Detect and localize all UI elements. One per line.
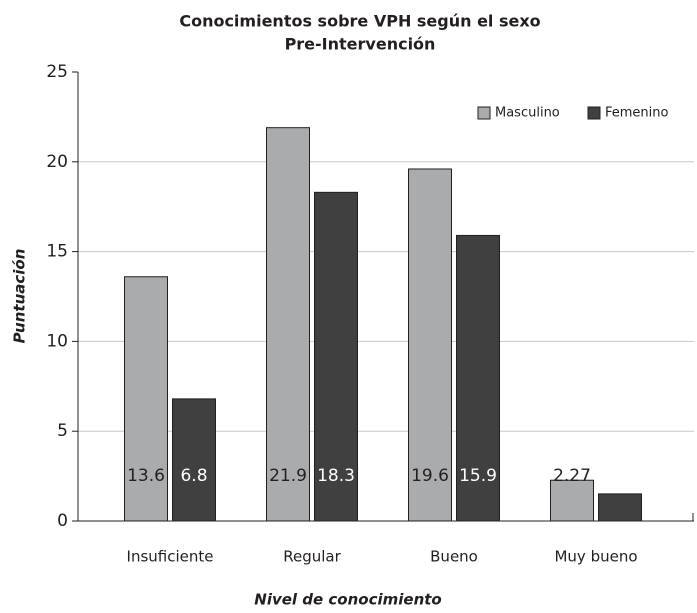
data-label: 13.6 <box>127 466 165 486</box>
bar <box>456 234 500 522</box>
data-label: 1.51 <box>601 466 639 486</box>
x-tick-label: Bueno <box>430 548 478 566</box>
y-tick-label: 15 <box>46 242 68 262</box>
y-tick-label: 5 <box>57 421 68 441</box>
legend-swatch <box>477 106 491 120</box>
bar <box>124 276 168 522</box>
bar <box>550 479 594 522</box>
bar <box>172 398 216 522</box>
y-tick-label: 0 <box>57 511 68 531</box>
bar <box>408 168 452 522</box>
x-tick-label: Insuficiente <box>127 548 214 566</box>
data-label: 19.6 <box>411 466 449 486</box>
bar <box>598 493 642 522</box>
chart-subtitle: Pre-Intervención <box>285 35 436 54</box>
chart-title: Conocimientos sobre VPH según el sexo <box>179 12 540 31</box>
legend-label: Masculino <box>495 106 560 121</box>
x-tick-label: Regular <box>283 548 341 566</box>
data-label: 2.27 <box>553 466 591 486</box>
x-axis-label: Nivel de conocimiento <box>254 591 441 609</box>
bar <box>266 127 310 522</box>
legend-swatch <box>587 106 601 120</box>
data-label: 6.8 <box>180 466 207 486</box>
data-label: 15.9 <box>459 466 497 486</box>
y-tick-label: 20 <box>46 152 68 172</box>
y-tick-label: 25 <box>46 62 68 82</box>
bar <box>314 191 358 522</box>
data-label: 18.3 <box>317 466 355 486</box>
y-axis-label: Puntuación <box>11 249 29 344</box>
x-tick-label: Muy bueno <box>554 548 637 566</box>
legend-label: Femenino <box>605 106 669 121</box>
y-tick-label: 10 <box>46 331 68 351</box>
data-label: 21.9 <box>269 466 307 486</box>
